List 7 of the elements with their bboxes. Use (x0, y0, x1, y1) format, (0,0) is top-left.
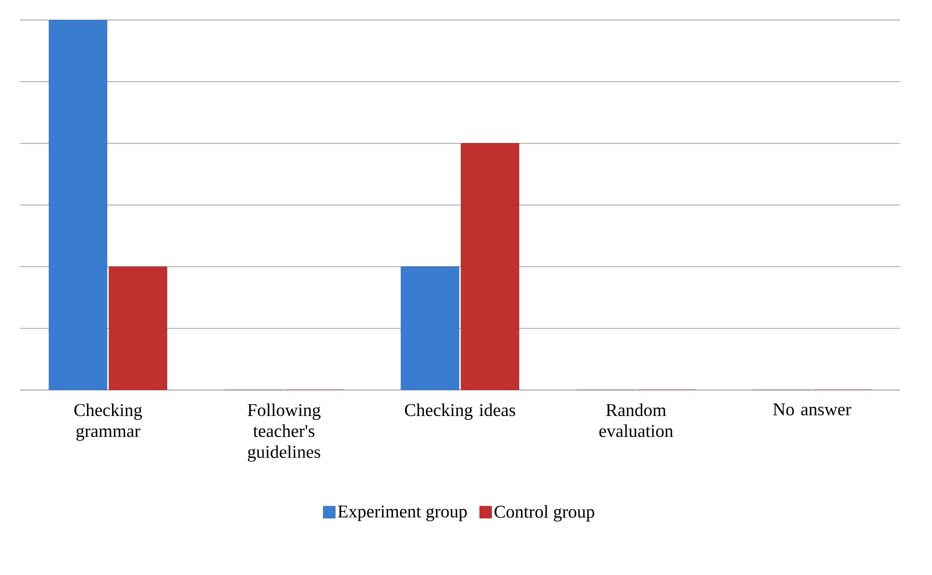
x-tick-label: No answer (773, 404, 852, 416)
x-tick-label: Checking ideas (404, 404, 516, 420)
x-tick-label: Following teacher's guidelines (248, 404, 321, 462)
x-tick-label: Random evaluation (599, 404, 674, 438)
legend-label: Control group (494, 505, 594, 522)
x-tick-label: Checking grammar (74, 404, 142, 441)
legend-label: Experiment group (338, 505, 467, 522)
